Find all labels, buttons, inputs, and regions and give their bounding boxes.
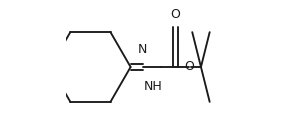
- Text: O: O: [184, 60, 194, 74]
- Text: NH: NH: [143, 80, 162, 93]
- Text: O: O: [171, 8, 180, 21]
- Text: N: N: [138, 43, 147, 56]
